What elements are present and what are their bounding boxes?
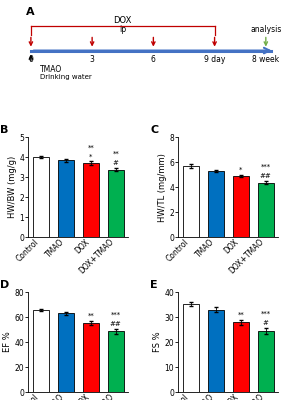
Text: 9 day: 9 day xyxy=(204,55,225,64)
Text: 6: 6 xyxy=(151,55,156,64)
Text: ip: ip xyxy=(119,25,126,34)
Bar xyxy=(208,310,224,392)
Text: #: # xyxy=(113,160,119,166)
Bar xyxy=(208,171,224,237)
Text: 0: 0 xyxy=(28,55,33,64)
Text: A: A xyxy=(26,6,35,16)
Text: **: ** xyxy=(87,144,94,150)
Text: C: C xyxy=(150,125,158,135)
Text: **: ** xyxy=(237,312,244,318)
Text: *: * xyxy=(89,153,93,159)
Bar xyxy=(108,332,124,392)
Text: E: E xyxy=(150,280,158,290)
Text: TMAO: TMAO xyxy=(40,65,62,74)
Text: DOX: DOX xyxy=(114,16,132,25)
Text: analysis: analysis xyxy=(250,25,281,34)
Text: ***: *** xyxy=(261,164,271,170)
Text: *: * xyxy=(239,166,243,172)
Text: **: ** xyxy=(112,151,119,157)
Text: 8 week: 8 week xyxy=(252,55,279,64)
Bar xyxy=(83,163,99,237)
Text: **: ** xyxy=(87,313,94,319)
Y-axis label: EF %: EF % xyxy=(3,332,12,352)
Bar xyxy=(258,182,274,237)
Bar xyxy=(258,331,274,392)
Bar xyxy=(233,322,249,392)
Text: ***: *** xyxy=(261,311,271,317)
Bar xyxy=(183,166,199,237)
Bar xyxy=(183,304,199,392)
Text: ***: *** xyxy=(111,312,121,318)
Bar xyxy=(58,313,74,392)
Text: Drinking water: Drinking water xyxy=(40,74,91,80)
Y-axis label: FS %: FS % xyxy=(153,332,162,352)
Bar xyxy=(83,323,99,392)
Bar xyxy=(233,176,249,237)
Bar xyxy=(108,170,124,237)
Bar xyxy=(33,157,49,237)
Text: #: # xyxy=(263,320,269,326)
Y-axis label: HW/TL (mg/mm): HW/TL (mg/mm) xyxy=(158,153,166,222)
Text: B: B xyxy=(0,125,9,135)
Text: ##: ## xyxy=(110,321,122,327)
Bar xyxy=(58,160,74,237)
Text: D: D xyxy=(0,280,10,290)
Text: 3: 3 xyxy=(90,55,95,64)
Text: ##: ## xyxy=(260,173,272,179)
Y-axis label: HW/BW (mg/g): HW/BW (mg/g) xyxy=(8,156,16,218)
Bar xyxy=(33,310,49,392)
